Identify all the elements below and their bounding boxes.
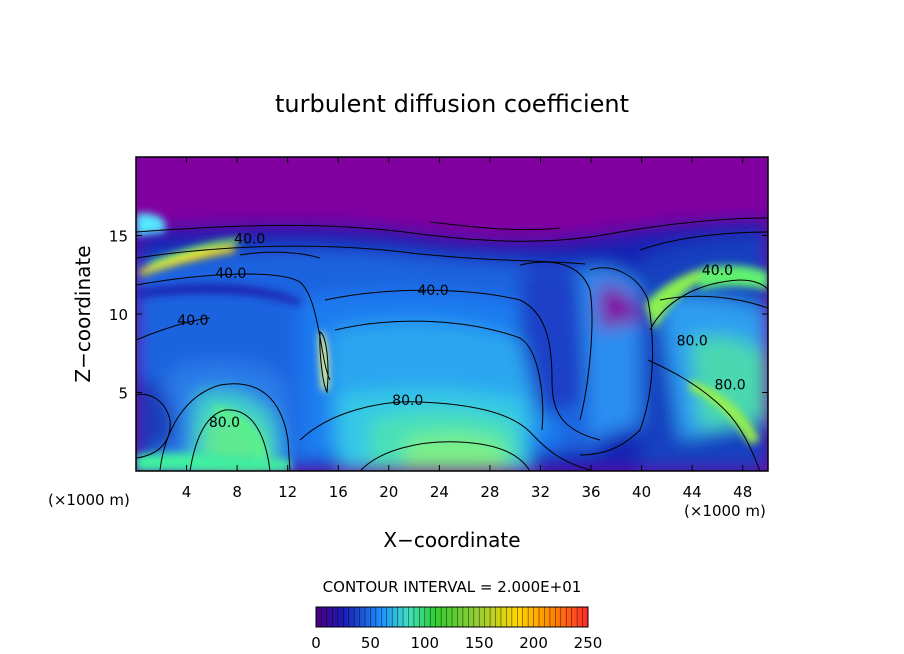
x-tick-label: 20 xyxy=(379,483,398,501)
contour-line xyxy=(324,289,601,441)
x-unit-left: (×1000 m) xyxy=(48,491,130,509)
colorbar-tick-label: 50 xyxy=(361,634,380,652)
colorbar-tick-label: 250 xyxy=(574,634,603,652)
x-unit-right: (×1000 m) xyxy=(684,502,766,520)
contour-label: 80.0 xyxy=(392,393,423,409)
y-tick-label: 10 xyxy=(109,306,128,324)
contour-line xyxy=(647,359,761,471)
y-tick-label: 15 xyxy=(109,228,128,246)
colorbar: 0 50 100 150 200 250 xyxy=(311,606,602,652)
x-tick-label: 44 xyxy=(683,483,702,501)
colorbar-tick-label: 150 xyxy=(465,634,494,652)
contour-labels: 40.0 40.0 40.0 40.0 80.0 80.0 80.0 80.0 40.0 xyxy=(177,231,745,431)
contour-line xyxy=(579,267,654,456)
x-tick-label: 48 xyxy=(733,483,752,501)
colorbar-tick-label: 0 xyxy=(311,634,321,652)
contour-line xyxy=(136,273,331,381)
colorbar-tick-label: 200 xyxy=(519,634,548,652)
contour-label: 40.0 xyxy=(215,266,246,282)
chart-title: turbulent diffusion coefficient xyxy=(275,90,629,118)
contour-line xyxy=(136,245,586,265)
x-tick-label: 24 xyxy=(430,483,449,501)
plot-area xyxy=(136,157,768,471)
contour-line xyxy=(659,295,768,309)
contour-label: 40.0 xyxy=(702,263,733,279)
x-tick-label: 28 xyxy=(480,483,499,501)
contour-line xyxy=(239,251,321,259)
contour-line xyxy=(649,279,768,331)
contour-label: 80.0 xyxy=(714,377,745,393)
x-tick-label: 32 xyxy=(531,483,550,501)
x-tick-label: 4 xyxy=(182,483,192,501)
colorbar-stripes xyxy=(321,607,583,627)
contour-line xyxy=(429,221,561,231)
x-tick-label: 12 xyxy=(278,483,297,501)
contour-line xyxy=(334,320,544,431)
contour-line xyxy=(136,393,171,459)
contour-label: 40.0 xyxy=(234,231,265,247)
contour-lines xyxy=(136,217,768,471)
contour-interval-text: CONTOUR INTERVAL = 2.000E+01 xyxy=(323,578,582,596)
y-axis-label: Z−coordinate xyxy=(71,245,95,382)
contour-line xyxy=(319,331,329,394)
contour-line xyxy=(136,317,211,341)
x-tick-label: 8 xyxy=(232,483,242,501)
colorbar-tick-labels: 0 50 100 150 200 250 xyxy=(311,634,602,652)
x-tick-label: 16 xyxy=(329,483,348,501)
y-tick-label: 5 xyxy=(118,385,128,403)
contour-line xyxy=(189,409,271,471)
y-axis-ticks: 5 10 15 xyxy=(109,228,768,403)
x-axis-label: X−coordinate xyxy=(383,528,520,552)
contour-line xyxy=(136,217,768,242)
contour-label: 80.0 xyxy=(677,333,708,349)
contour-label: 80.0 xyxy=(209,415,240,431)
x-axis-ticks: 4 8 12 16 20 24 28 32 36 40 44 48 xyxy=(182,157,752,501)
contour-line xyxy=(299,401,591,471)
x-tick-label: 36 xyxy=(581,483,600,501)
contour-label: 40.0 xyxy=(177,313,208,329)
contour-label: 40.0 xyxy=(417,283,448,299)
colorbar-tick-label: 100 xyxy=(410,634,439,652)
contour-line xyxy=(359,441,531,471)
x-tick-label: 40 xyxy=(632,483,651,501)
contour-line xyxy=(639,231,768,251)
heatmap-field xyxy=(136,222,768,471)
contour-line xyxy=(519,261,593,421)
